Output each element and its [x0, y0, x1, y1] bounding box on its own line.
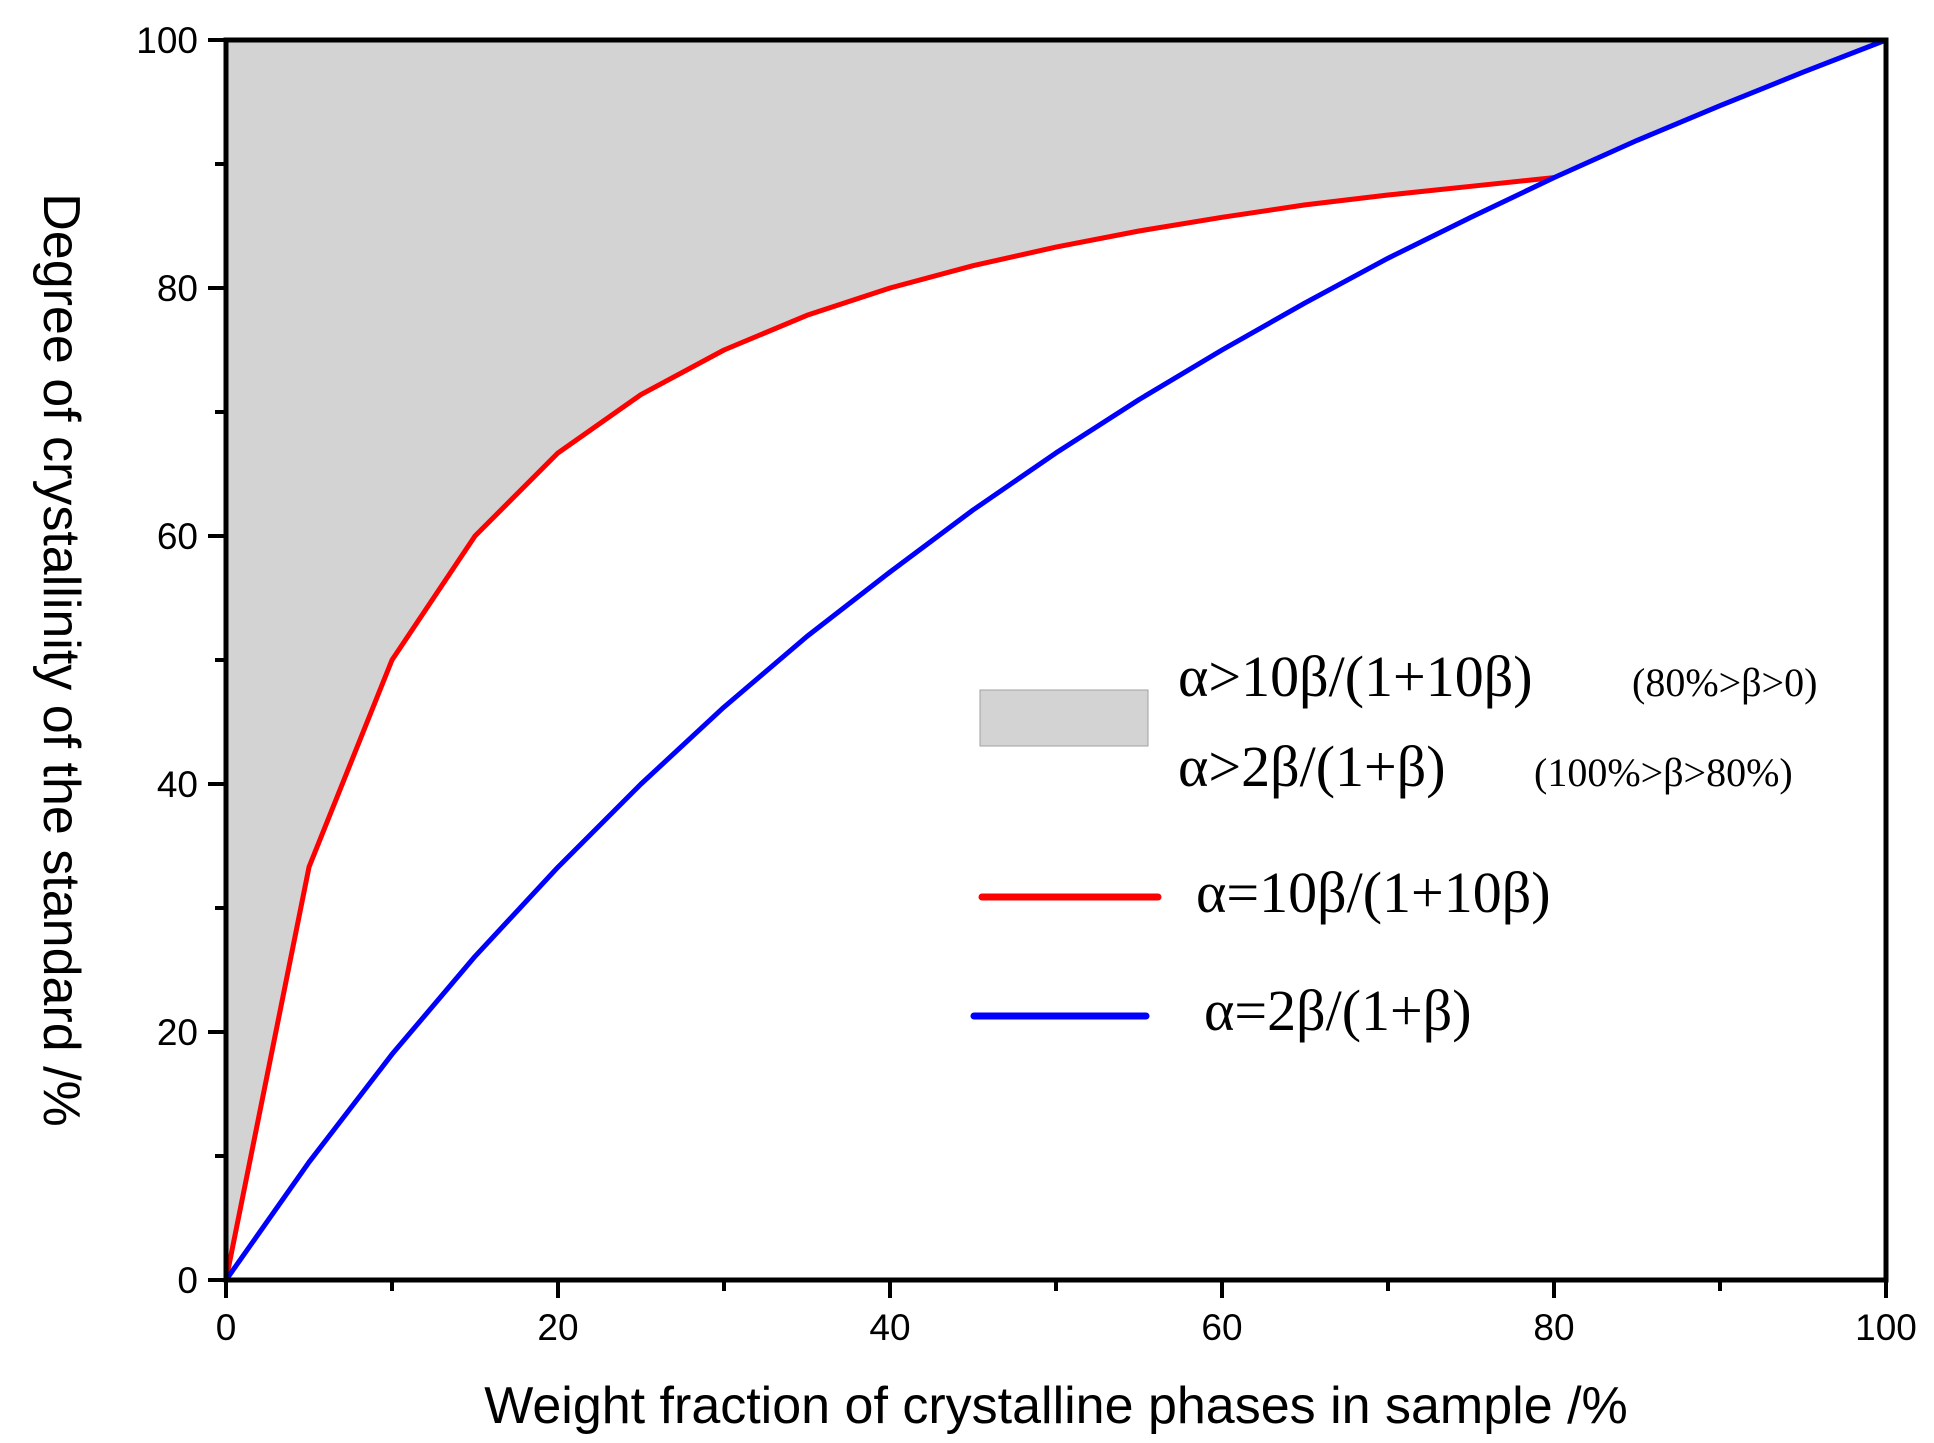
- x-tick-label: 60: [1201, 1307, 1242, 1348]
- y-tick-label: 80: [157, 268, 198, 309]
- x-tick-label: 100: [1855, 1307, 1917, 1348]
- x-tick-label: 0: [216, 1307, 237, 1348]
- y-tick-label: 100: [136, 20, 198, 61]
- legend-label-region-1: α>10β/(1+10β): [1178, 644, 1533, 709]
- legend-label-red: α=10β/(1+10β): [1196, 860, 1551, 925]
- legend: α>10β/(1+10β) (80%>β>0) α>2β/(1+β) (100%…: [970, 644, 1817, 1043]
- legend-swatch-shaded: [979, 689, 1149, 747]
- x-tick-label: 20: [537, 1307, 578, 1348]
- legend-note-region-1: (80%>β>0): [1632, 660, 1817, 705]
- x-axis-title: Weight fraction of crystalline phases in…: [484, 1377, 1628, 1435]
- legend-label-blue: α=2β/(1+β): [1204, 978, 1472, 1043]
- series-lines: [223, 37, 1887, 1282]
- series-line-blue: [223, 37, 1887, 1282]
- x-tick-label: 80: [1533, 1307, 1574, 1348]
- plot-frame: [223, 37, 1889, 1283]
- y-tick-label: 0: [177, 1260, 198, 1301]
- y-tick-label: 60: [157, 516, 198, 557]
- y-tick-label: 40: [157, 764, 198, 805]
- x-tick-label: 40: [869, 1307, 910, 1348]
- y-axis-title: Degree of crystallinity of the standard …: [32, 193, 90, 1127]
- y-axis-ticks: 0 20 40 60 80 100: [136, 20, 226, 1301]
- legend-label-region-2: α>2β/(1+β): [1178, 734, 1446, 799]
- x-axis-ticks: 0 20 40 60 80 100: [216, 1280, 1917, 1348]
- y-tick-label: 20: [157, 1012, 198, 1053]
- legend-note-region-2: (100%>β>80%): [1534, 750, 1793, 795]
- series-line-red: [223, 175, 1555, 1281]
- shaded-region: [226, 40, 1886, 1280]
